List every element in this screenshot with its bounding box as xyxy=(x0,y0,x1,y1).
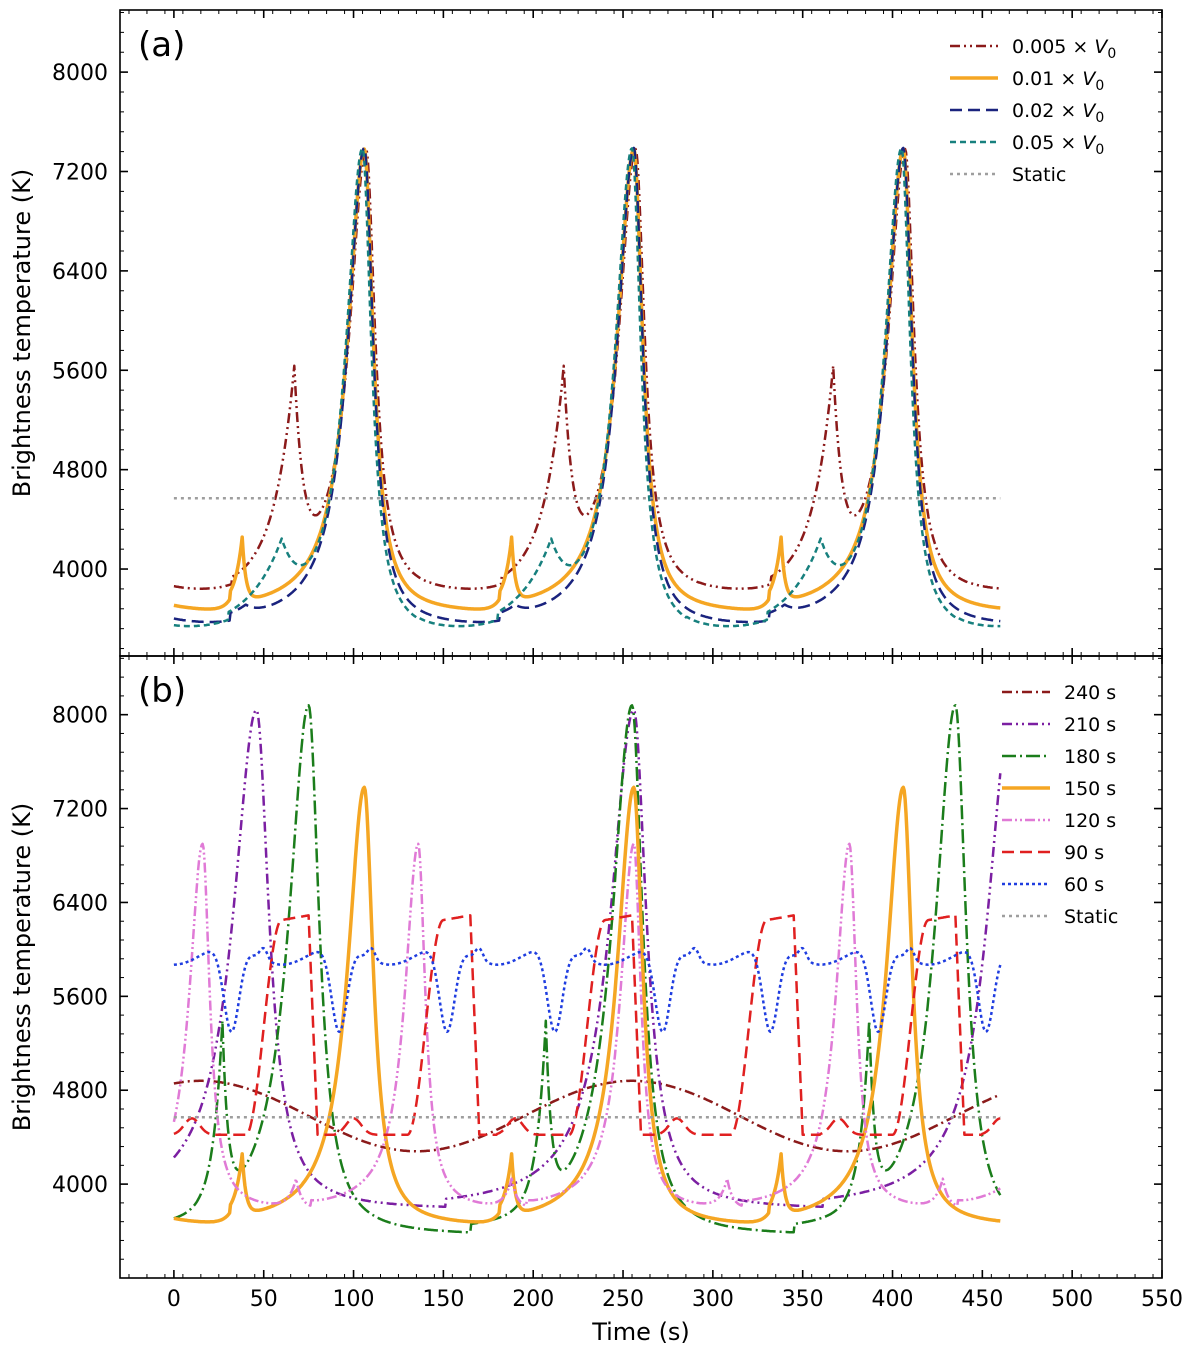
x-tick-label: 0 xyxy=(167,1287,181,1312)
x-tick-label: 350 xyxy=(782,1287,824,1312)
series-line-240-s xyxy=(173,1079,1001,1153)
series-line-150-s xyxy=(173,785,1002,1224)
x-axis-label: Time (s) xyxy=(591,1318,690,1346)
x-tick-label: 300 xyxy=(692,1287,734,1312)
y-tick-label: 4800 xyxy=(52,459,108,484)
legend-entry: 120 s xyxy=(1064,810,1116,832)
x-tick-label: 550 xyxy=(1141,1287,1183,1312)
series-line-0-01 xyxy=(173,147,1002,611)
panel-b: 0 50 100 150 200 250 300 350 400 450 500 550 4000 480… xyxy=(8,655,1183,1346)
x-tick-label: 250 xyxy=(602,1287,644,1312)
legend: 0.005 × V0 0.01 × V0 0.02 × V0 0.05 × V0 Sta… xyxy=(950,36,1116,186)
legend-entry: Static xyxy=(1012,164,1066,186)
legend-entry: 210 s xyxy=(1064,714,1116,736)
y-tick-label: 5600 xyxy=(52,359,108,384)
y-axis-label: Brightness temperature (K) xyxy=(8,169,36,497)
legend-entry: 0.005 × V0 xyxy=(1012,36,1116,62)
y-tick-label: 5600 xyxy=(52,985,108,1010)
series-line-60-s xyxy=(173,946,1002,1034)
y-axis-label: Brightness temperature (K) xyxy=(8,803,36,1131)
panel-label: (b) xyxy=(138,671,186,711)
y-tick-label: 8000 xyxy=(52,61,108,86)
series-line-180-s xyxy=(173,704,1002,1234)
series-line-210-s xyxy=(172,708,1002,1209)
legend: 240 s 210 s 180 s 150 s 120 s 90 s 60 s Static xyxy=(1002,682,1118,928)
y-tick-label: 7200 xyxy=(52,161,108,186)
panel-a: 4000 4800 5600 6400 7200 8000 Brightness tempe… xyxy=(8,9,1163,657)
x-tick-label: 500 xyxy=(1051,1287,1093,1312)
y-tick-label: 6400 xyxy=(52,891,108,916)
y-tick-label: 7200 xyxy=(52,798,108,823)
y-tick-label: 6400 xyxy=(52,260,108,285)
legend-entry: Static xyxy=(1064,906,1118,928)
panel-label: (a) xyxy=(138,25,185,65)
x-tick-label: 100 xyxy=(333,1287,375,1312)
legend-entry: 90 s xyxy=(1064,842,1104,864)
legend-entry: 0.02 × V0 xyxy=(1012,100,1104,126)
legend-entry: 240 s xyxy=(1064,682,1116,704)
series-group xyxy=(172,704,1002,1234)
legend-entry: 0.01 × V0 xyxy=(1012,68,1104,94)
x-tick-label: 150 xyxy=(422,1287,464,1312)
x-tick-label: 400 xyxy=(872,1287,914,1312)
series-group xyxy=(173,146,1002,628)
y-tick-label: 4800 xyxy=(52,1079,108,1104)
legend-entry: 180 s xyxy=(1064,746,1116,768)
x-tick-label: 450 xyxy=(961,1287,1003,1312)
x-tick-label: 200 xyxy=(512,1287,554,1312)
series-line-0-05 xyxy=(173,147,1001,628)
legend-entry: 0.05 × V0 xyxy=(1012,132,1104,158)
y-tick-label: 8000 xyxy=(52,704,108,729)
series-line-0-02 xyxy=(173,146,1001,624)
series-line-120-s xyxy=(172,842,1001,1207)
y-tick-label: 4000 xyxy=(52,558,108,583)
x-tick-label: 50 xyxy=(250,1287,278,1312)
legend-entry: 60 s xyxy=(1064,874,1104,896)
series-line-90-s xyxy=(173,914,1001,1137)
y-tick-label: 4000 xyxy=(52,1173,108,1198)
plot-frame xyxy=(119,655,1163,1279)
series-line-0-005 xyxy=(173,147,1001,590)
legend-entry: 150 s xyxy=(1064,778,1116,800)
